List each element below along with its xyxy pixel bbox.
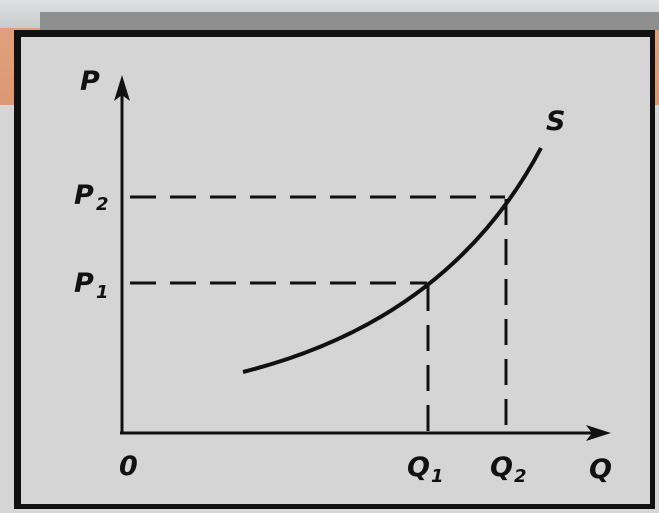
origin-label: 0 — [119, 451, 138, 482]
p1-label-subscript: 1 — [96, 282, 109, 303]
q1-label-letter: Q — [407, 452, 430, 483]
q1-label: Q 1 — [407, 452, 444, 487]
q2-label-subscript: 2 — [514, 466, 527, 487]
p1-label: P 1 — [74, 268, 109, 303]
y-axis-label: P — [80, 66, 100, 97]
x-axis-label: Q — [589, 454, 612, 485]
y-axis-arrowhead — [114, 75, 130, 101]
q2-label: Q 2 — [490, 452, 527, 487]
curve-label-s: S — [546, 106, 565, 137]
x-axis-arrowhead — [586, 425, 611, 441]
p2-label-letter: P — [74, 180, 94, 211]
top-band-shadow — [40, 12, 659, 30]
q2-label-letter: Q — [490, 452, 513, 483]
p2-label: P 2 — [74, 180, 109, 215]
q1-label-subscript: 1 — [431, 466, 444, 487]
p1-label-letter: P — [74, 268, 94, 299]
p2-label-subscript: 2 — [96, 194, 109, 215]
supply-curve — [242, 147, 543, 374]
